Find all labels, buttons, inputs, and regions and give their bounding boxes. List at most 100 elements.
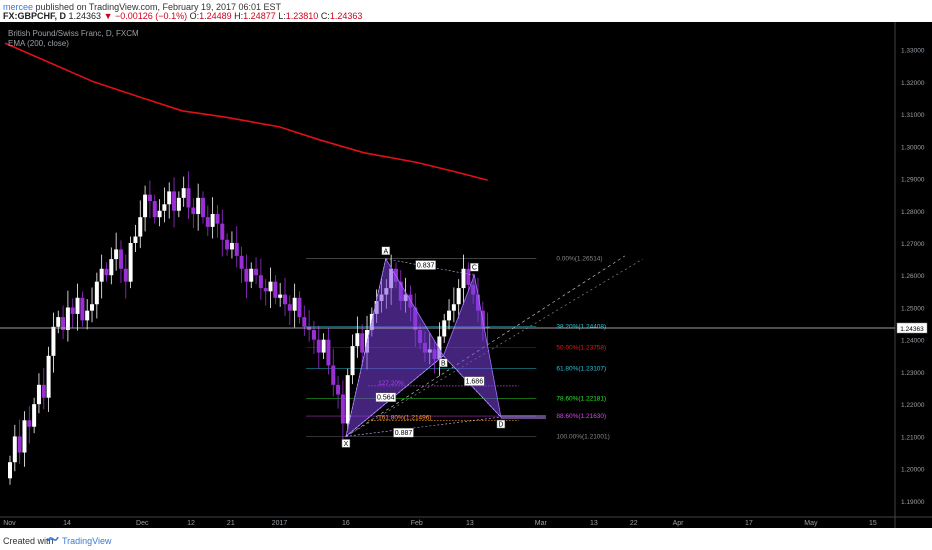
candle-body [133, 236, 138, 243]
published-text: published on TradingView.com, February 1… [35, 2, 282, 12]
candle-body [41, 384, 46, 398]
candle-body [345, 375, 350, 424]
y-tick-label: 1.23000 [901, 370, 925, 377]
candle-body [263, 288, 268, 292]
candle-body [485, 326, 490, 329]
fib-level-label: 50.00%(1.23758) [556, 344, 606, 351]
candle-body [302, 317, 307, 327]
pattern-ratio-label: 0.887 [395, 430, 413, 437]
candle-body [152, 201, 157, 218]
candle-body [104, 268, 109, 276]
pattern-ratio-box [464, 376, 485, 386]
x-tick-label: 16 [342, 520, 350, 527]
candle-body [32, 404, 37, 427]
harmonic-pattern[interactable]: X A B C D 0.837 0.564 1.686 0.887 [341, 246, 546, 448]
candle-body [437, 336, 442, 360]
candle-body [283, 294, 288, 305]
candle-body [215, 213, 220, 224]
candle-body [307, 326, 312, 331]
candle-body [442, 320, 447, 337]
candle-body [176, 197, 181, 211]
pattern-point-label: B [441, 360, 446, 367]
candle-body [316, 339, 321, 353]
last-price-tag [896, 322, 928, 334]
x-tick-label: 14 [63, 520, 71, 527]
fib-level-label: 0.00%(1.26514) [556, 256, 602, 263]
y-tick-label: 1.28000 [901, 209, 925, 216]
chart-area[interactable]: 0.00%(1.26514) 38.20%(1.24408) 50.00%(1.23… [0, 22, 932, 528]
candle-body [85, 310, 90, 321]
close-label: C: [320, 11, 330, 21]
x-tick-label: 12 [187, 520, 195, 527]
candle-body [138, 217, 143, 237]
y-tick-label: 1.19000 [901, 499, 925, 506]
last-price: 1.24363 [68, 11, 102, 21]
candle-body [143, 194, 148, 218]
chart-background [0, 22, 932, 528]
candle-body [118, 249, 123, 269]
pattern-ratio-box [415, 260, 436, 270]
y-tick-label: 1.31000 [901, 112, 925, 119]
y-tick-label: 1.25000 [901, 305, 925, 312]
candle-body [220, 223, 225, 240]
candle-body [229, 242, 234, 250]
y-tick-label: 1.26000 [901, 273, 925, 280]
tradingview-link[interactable]: TradingView [62, 536, 112, 546]
x-tick-label: Nov [3, 520, 16, 527]
candle-body [200, 197, 205, 218]
candle-body [191, 207, 196, 214]
fib-trend-line [345, 255, 626, 437]
x-tick-label: Apr [673, 520, 685, 527]
x-tick-label: 21 [227, 520, 235, 527]
last-price-tag-label: 1.24363 [900, 326, 924, 333]
candle-body [254, 268, 259, 276]
candle-body [447, 310, 452, 321]
axes[interactable]: 1.33000 1.32000 1.31000 1.30000 1.29000 1.280… [0, 22, 932, 528]
created-with-text: Created with [3, 536, 54, 546]
candle-body [340, 394, 345, 424]
candle-body [181, 188, 186, 198]
ema-line [4, 42, 488, 181]
candle-body [287, 304, 292, 311]
pattern-point-box [381, 246, 391, 256]
prz-box [500, 415, 546, 420]
candle-body [80, 297, 85, 321]
y-tick-label: 1.24000 [901, 338, 925, 345]
low-label: L: [278, 11, 286, 21]
pattern-point-box [470, 262, 479, 272]
pattern-point-label: C [472, 265, 477, 272]
x-tick-label: 15 [869, 520, 877, 527]
publish-line: mercee published on TradingView.com, Feb… [3, 2, 281, 12]
candle-body [22, 420, 27, 453]
candle-body [94, 281, 99, 305]
x-tick-label: Feb [411, 520, 423, 527]
close-value: 1.24363 [329, 11, 363, 21]
footer: Created with TradingView [0, 528, 932, 550]
candle-body [167, 191, 172, 205]
candle-body [186, 188, 191, 208]
price-chart[interactable]: 0.00%(1.26514) 38.20%(1.24408) 50.00%(1.23… [0, 22, 932, 528]
pattern-point-label: D [498, 422, 503, 429]
pattern-ratio-box [375, 392, 397, 402]
candle-body [75, 297, 80, 314]
candle-body [70, 307, 75, 314]
candle-body [109, 259, 114, 276]
candle-body [311, 330, 316, 340]
author-link[interactable]: mercee [3, 2, 34, 12]
candle-body [292, 297, 297, 311]
down-arrow-icon: ▼ [103, 11, 113, 21]
candle-body [51, 326, 56, 356]
x-tick-label: 22 [630, 520, 638, 527]
candle-body [8, 462, 12, 479]
legend-ema: EMA (200, close) [8, 39, 69, 48]
candle-body [456, 288, 461, 305]
candle-body [27, 420, 32, 427]
candle-body [196, 197, 201, 214]
ema-200-line [4, 42, 488, 181]
ohlc-line: FX:GBPCHF, D 1.24363 ▼ −0.00126 (−0.1%) … [3, 11, 362, 21]
open-label: O: [189, 11, 200, 21]
y-tick-label: 1.32000 [901, 80, 925, 87]
fib-level-label: 100.00%(1.21001) [556, 433, 610, 440]
candle-body [234, 242, 239, 256]
candle-body [46, 355, 51, 398]
